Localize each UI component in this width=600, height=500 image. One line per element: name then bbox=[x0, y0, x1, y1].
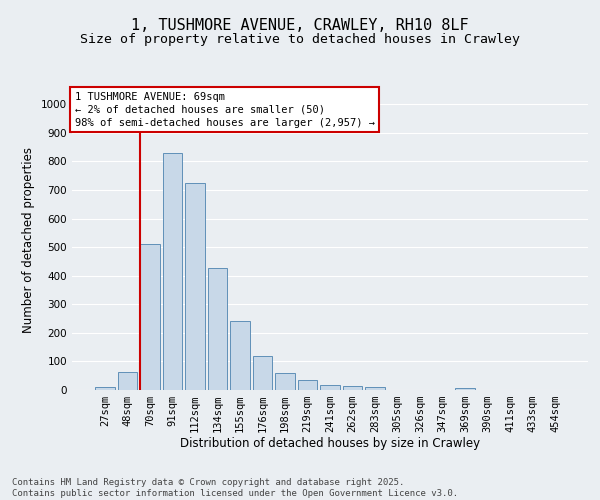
Bar bbox=[320, 385, 340, 390]
X-axis label: Distribution of detached houses by size in Crawley: Distribution of detached houses by size … bbox=[180, 436, 480, 450]
Text: Size of property relative to detached houses in Crawley: Size of property relative to detached ho… bbox=[80, 32, 520, 46]
Bar bbox=[230, 322, 250, 390]
Text: Contains HM Land Registry data © Crown copyright and database right 2025.
Contai: Contains HM Land Registry data © Crown c… bbox=[12, 478, 458, 498]
Bar bbox=[140, 244, 160, 390]
Text: 1 TUSHMORE AVENUE: 69sqm
← 2% of detached houses are smaller (50)
98% of semi-de: 1 TUSHMORE AVENUE: 69sqm ← 2% of detache… bbox=[74, 92, 374, 128]
Bar bbox=[185, 183, 205, 390]
Bar bbox=[95, 387, 115, 390]
Bar bbox=[455, 388, 475, 390]
Bar bbox=[365, 387, 385, 390]
Bar bbox=[163, 154, 182, 390]
Bar bbox=[275, 374, 295, 390]
Text: 1, TUSHMORE AVENUE, CRAWLEY, RH10 8LF: 1, TUSHMORE AVENUE, CRAWLEY, RH10 8LF bbox=[131, 18, 469, 32]
Bar bbox=[208, 268, 227, 390]
Y-axis label: Number of detached properties: Number of detached properties bbox=[22, 147, 35, 333]
Bar bbox=[343, 386, 362, 390]
Bar bbox=[118, 372, 137, 390]
Bar bbox=[253, 356, 272, 390]
Bar bbox=[298, 380, 317, 390]
